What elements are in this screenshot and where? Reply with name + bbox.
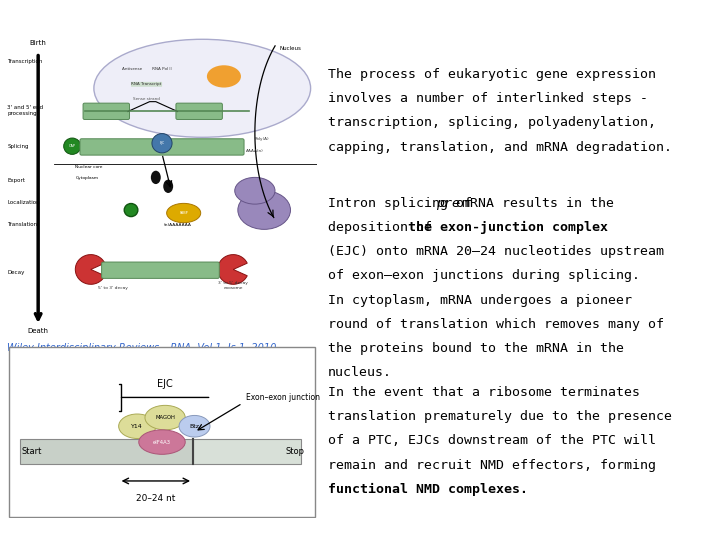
Text: The process of eukaryotic gene expression: The process of eukaryotic gene expressio… xyxy=(328,68,656,81)
Ellipse shape xyxy=(94,39,310,137)
Ellipse shape xyxy=(207,65,241,87)
Ellipse shape xyxy=(163,180,173,193)
Text: (EJC) onto mRNA 20–24 nucleotides upstream: (EJC) onto mRNA 20–24 nucleotides upstre… xyxy=(328,245,664,258)
Ellipse shape xyxy=(139,430,185,454)
Ellipse shape xyxy=(119,414,156,438)
Text: Nonsense mediated mRNA decay (NMD): Nonsense mediated mRNA decay (NMD) xyxy=(7,8,377,27)
Text: EJC: EJC xyxy=(157,379,173,389)
Text: Antisense        RNA Pol II: Antisense RNA Pol II xyxy=(122,68,171,71)
FancyBboxPatch shape xyxy=(102,262,220,279)
FancyBboxPatch shape xyxy=(83,103,130,119)
Text: Translation: Translation xyxy=(7,222,37,227)
Text: eIF4A3: eIF4A3 xyxy=(153,440,171,444)
Ellipse shape xyxy=(63,138,81,154)
FancyBboxPatch shape xyxy=(80,139,244,155)
Text: pre: pre xyxy=(436,197,461,210)
Text: Transcription: Transcription xyxy=(7,59,42,64)
Text: RNA Transcript: RNA Transcript xyxy=(131,82,162,86)
Text: In the event that a ribosome terminates: In the event that a ribosome terminates xyxy=(328,386,639,399)
Text: AAAA(n): AAAA(n) xyxy=(246,149,264,153)
Text: Nuclear core: Nuclear core xyxy=(76,165,103,170)
Text: Start: Start xyxy=(22,447,42,456)
Ellipse shape xyxy=(238,191,290,229)
Text: involves a number of interlinked steps -: involves a number of interlinked steps - xyxy=(328,92,647,105)
Ellipse shape xyxy=(235,177,275,204)
Ellipse shape xyxy=(145,406,185,430)
Text: Birth: Birth xyxy=(30,40,47,46)
Text: functional NMD complexes.: functional NMD complexes. xyxy=(328,483,528,496)
Text: -mRNA results in the: -mRNA results in the xyxy=(454,197,613,210)
Text: Poly(A): Poly(A) xyxy=(255,137,269,141)
Text: capping, translation, and mRNA degradation.: capping, translation, and mRNA degradati… xyxy=(328,140,672,153)
Ellipse shape xyxy=(179,415,210,437)
Text: 3' to 5' decay
exosome: 3' to 5' decay exosome xyxy=(218,281,248,290)
FancyBboxPatch shape xyxy=(19,439,193,464)
Circle shape xyxy=(125,204,138,217)
Text: Decay: Decay xyxy=(7,270,24,275)
Text: the proteins bound to the mRNA in the: the proteins bound to the mRNA in the xyxy=(328,342,624,355)
Wedge shape xyxy=(217,255,247,284)
Text: of exon–exon junctions during splicing.: of exon–exon junctions during splicing. xyxy=(328,269,639,282)
Wedge shape xyxy=(76,255,105,284)
Ellipse shape xyxy=(166,204,201,222)
Text: of a PTC, EJCs downstream of the PTC will: of a PTC, EJCs downstream of the PTC wil… xyxy=(328,435,656,448)
Text: Btz: Btz xyxy=(189,424,199,429)
Text: Intron splicing of: Intron splicing of xyxy=(328,197,480,210)
Text: 3' and 5' end
processing: 3' and 5' end processing xyxy=(7,105,43,116)
Text: Cytoplasm: Cytoplasm xyxy=(76,176,99,180)
Ellipse shape xyxy=(152,133,172,153)
Text: EJC: EJC xyxy=(159,141,165,145)
Text: Export: Export xyxy=(7,178,25,183)
Text: Y14: Y14 xyxy=(131,424,143,429)
Text: Stop: Stop xyxy=(286,447,305,456)
Text: Splicing: Splicing xyxy=(7,144,29,149)
Text: Nucleus: Nucleus xyxy=(279,46,302,51)
Text: PABP: PABP xyxy=(179,211,188,215)
Text: 5' to 3' decay: 5' to 3' decay xyxy=(97,286,127,290)
Text: In cytoplasm, mRNA undergoes a pioneer: In cytoplasm, mRNA undergoes a pioneer xyxy=(328,294,631,307)
Text: MAGOH: MAGOH xyxy=(155,415,175,420)
Text: remain and recruit NMD effectors, forming: remain and recruit NMD effectors, formin… xyxy=(328,458,656,472)
Text: translation prematurely due to the presence: translation prematurely due to the prese… xyxy=(328,410,672,423)
FancyBboxPatch shape xyxy=(193,439,302,464)
Text: nucleus.: nucleus. xyxy=(328,366,392,379)
Text: round of translation which removes many of: round of translation which removes many … xyxy=(328,318,664,331)
Text: Wiley Interdisciplinary Reviews – RNA, Vol 1, Is 1, 2010: Wiley Interdisciplinary Reviews – RNA, V… xyxy=(7,343,276,353)
Text: 20–24 nt: 20–24 nt xyxy=(136,494,176,503)
Text: CAP: CAP xyxy=(68,144,76,148)
Text: deposition of: deposition of xyxy=(328,221,440,234)
Ellipse shape xyxy=(151,171,161,184)
FancyBboxPatch shape xyxy=(9,347,315,517)
Text: Localization: Localization xyxy=(7,200,40,205)
Text: Death: Death xyxy=(27,328,49,334)
Text: the exon-junction complex: the exon-junction complex xyxy=(408,221,608,234)
Text: Sense strand: Sense strand xyxy=(133,97,160,101)
Text: (n)AAAAAAA: (n)AAAAAAA xyxy=(163,224,192,227)
Text: transcription, splicing, polyadenylation,: transcription, splicing, polyadenylation… xyxy=(328,117,656,130)
FancyBboxPatch shape xyxy=(176,103,222,119)
Text: Exon–exon junction: Exon–exon junction xyxy=(246,393,320,402)
